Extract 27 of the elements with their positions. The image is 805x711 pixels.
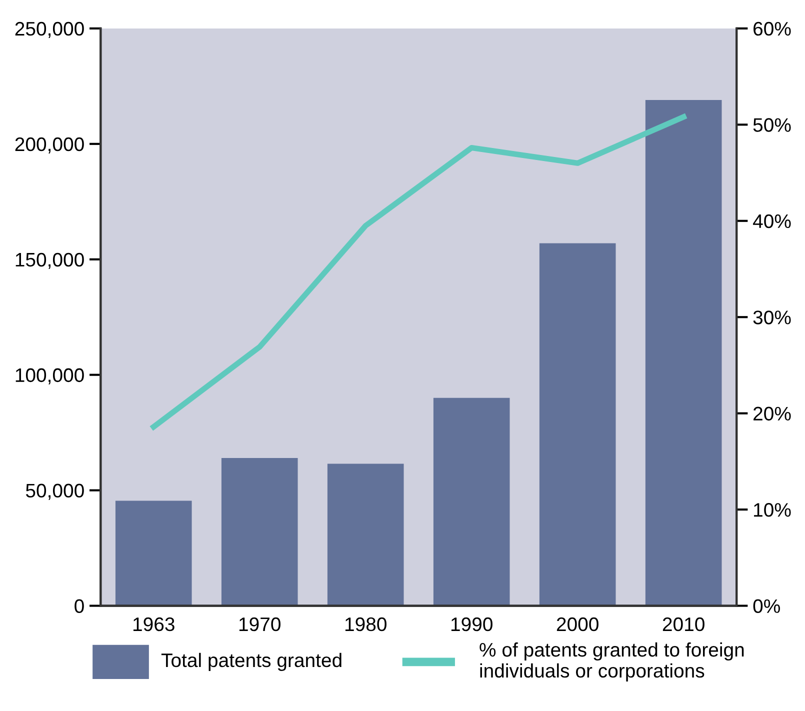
y2-tick-label: 60% [754,22,791,36]
y2-tick-label: 40% [752,214,791,228]
x-tick-label: 1980 [345,617,386,632]
y2-tick-label: 30% [753,310,791,324]
bar [221,458,298,606]
x-tick-label: 1990 [451,617,492,632]
bar [539,243,616,606]
y2-tick-label: 0% [753,599,780,614]
x-tick-label: 1963 [133,617,174,632]
y-tick-label: 100,000 [16,368,84,384]
y2-tick-label: 20% [754,406,791,421]
y2-tick-label: 50% [753,118,791,132]
y-tick-label: 200,000 [15,137,84,154]
y-tick-label: 150,000 [16,252,84,269]
x-tick-label: 2010 [662,617,704,632]
x-tick-label: 2000 [556,617,598,632]
y-tick-label: 250,000 [15,22,84,38]
y-tick-label: 50,000 [26,484,84,500]
x-tick-label: 1970 [239,617,280,632]
y2-tick-label: 10% [754,503,791,517]
legend-label: % of patents granted to foreign individuals or corporations [480,642,744,682]
legend-label: Total patents granted [161,652,342,672]
bar [433,398,510,606]
bar [327,464,404,606]
bar [115,500,192,606]
y-tick-label: 0 [74,599,84,614]
bar [645,100,722,606]
